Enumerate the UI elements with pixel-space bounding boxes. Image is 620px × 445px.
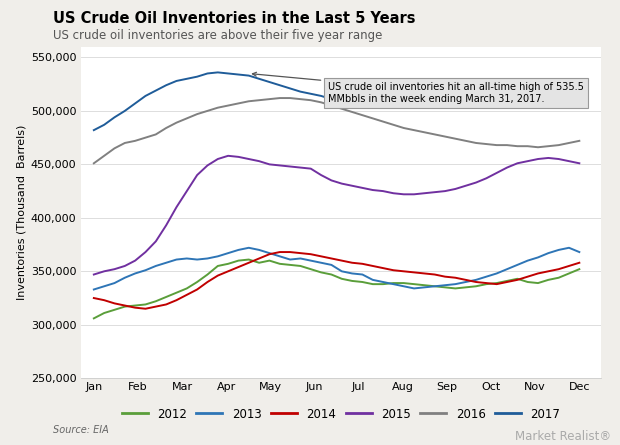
Text: US Crude Oil Inventories in the Last 5 Years: US Crude Oil Inventories in the Last 5 Y… [53,11,415,26]
Text: US crude oil inventories are above their five year range: US crude oil inventories are above their… [53,29,382,42]
Legend: 2012, 2013, 2014, 2015, 2016, 2017: 2012, 2013, 2014, 2015, 2016, 2017 [117,403,565,425]
Text: Source: EIA: Source: EIA [53,425,108,435]
Y-axis label: Inventories (Thousand  Barrels): Inventories (Thousand Barrels) [17,125,27,300]
Text: US crude oil inventories hit an all-time high of 535.5
MMbbls in the week ending: US crude oil inventories hit an all-time… [252,72,583,104]
Text: Market Realist®: Market Realist® [515,430,611,443]
